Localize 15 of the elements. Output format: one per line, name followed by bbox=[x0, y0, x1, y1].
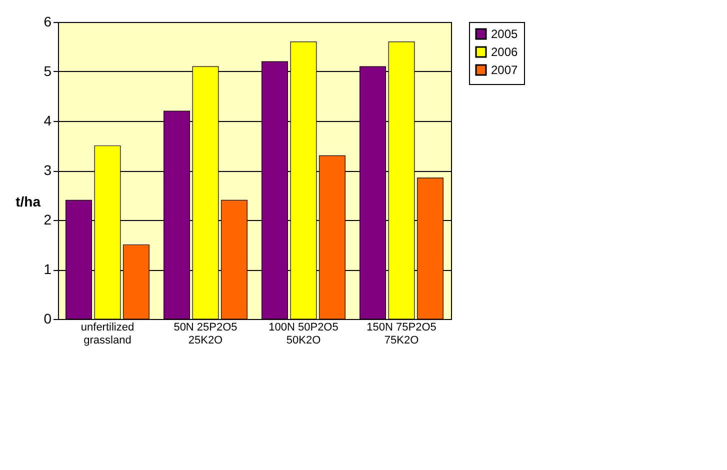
y-tick-label: 3 bbox=[44, 162, 52, 178]
y-tick-label: 6 bbox=[44, 14, 52, 30]
x-tick-label: 100N 50P2O5 50K2O bbox=[268, 322, 338, 346]
y-tick-label: 1 bbox=[44, 261, 52, 277]
y-tick-label: 0 bbox=[44, 310, 52, 326]
y-tick-label: 5 bbox=[44, 63, 52, 79]
legend-label: 2007 bbox=[491, 63, 518, 77]
legend-label: 2005 bbox=[491, 27, 518, 41]
y-tick-label: 4 bbox=[44, 112, 52, 128]
x-tick-label: 150N 75P2O5 75K2O bbox=[366, 322, 436, 346]
x-tick-label: 50N 25P2O5 25K2O bbox=[174, 322, 238, 346]
y-axis-title: t/ha bbox=[16, 194, 41, 210]
y-tick-label: 2 bbox=[44, 212, 52, 228]
legend-label: 2006 bbox=[491, 45, 518, 59]
x-tick-label: unfertilized grassland bbox=[80, 322, 134, 346]
